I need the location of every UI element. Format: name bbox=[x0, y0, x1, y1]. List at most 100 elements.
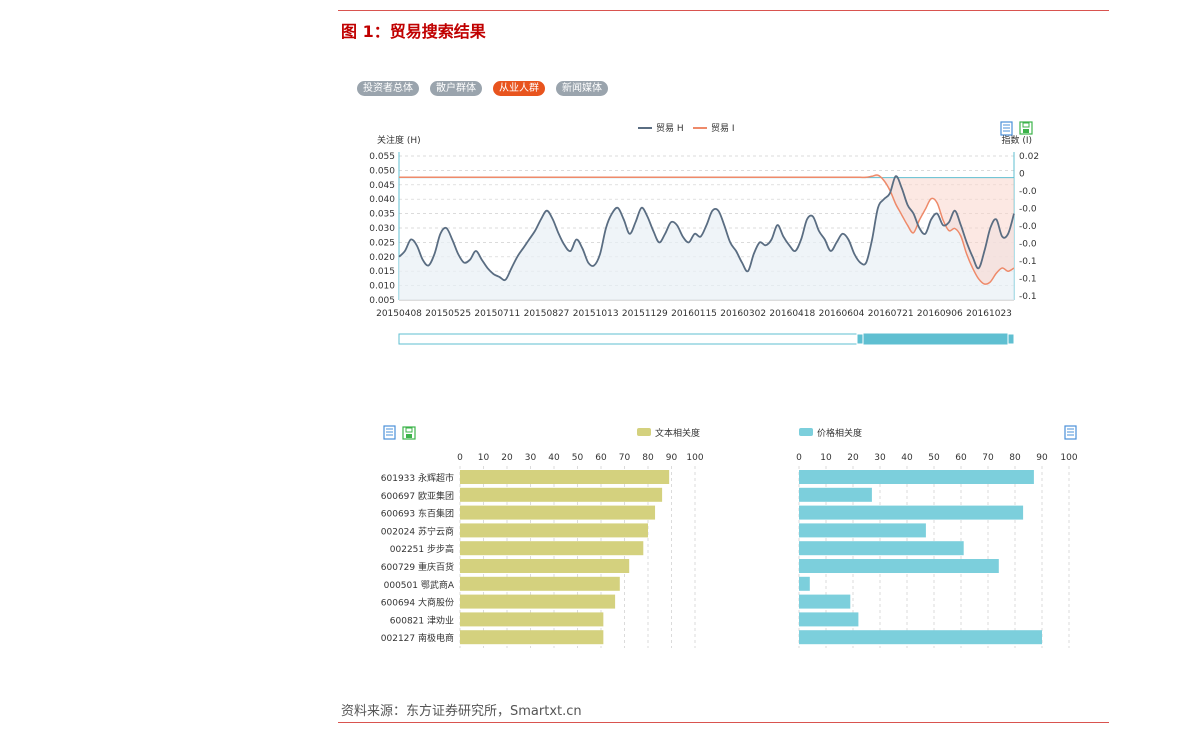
bar[interactable] bbox=[460, 541, 644, 556]
category-label: 600694 大商股份 bbox=[381, 597, 454, 609]
figure-title: 图 1：贸易搜索结果 bbox=[341, 22, 486, 41]
y-tick-left: 0.015 bbox=[369, 267, 395, 277]
tab-bar: 投资者总体 散户群体 从业人群 新闻媒体 bbox=[357, 81, 608, 96]
y-tick-left: 0.040 bbox=[369, 195, 395, 205]
legend-swatch bbox=[637, 428, 651, 436]
series-i-line bbox=[399, 174, 1015, 285]
y-tick-right: -0.0 bbox=[1019, 240, 1037, 250]
bar[interactable] bbox=[799, 612, 859, 627]
bar[interactable] bbox=[799, 541, 964, 556]
document-icon[interactable] bbox=[1064, 425, 1077, 440]
document-icon-outline bbox=[1000, 121, 1013, 136]
bar[interactable] bbox=[799, 487, 872, 502]
range-slider-handle-right[interactable] bbox=[1007, 333, 1015, 345]
tab-all-investors[interactable]: 投资者总体 bbox=[357, 81, 419, 96]
x-tick-label: 50 bbox=[572, 453, 584, 463]
x-tick-label: 20 bbox=[501, 453, 513, 463]
bar[interactable] bbox=[799, 630, 1042, 645]
bar[interactable] bbox=[460, 559, 630, 573]
x-tick-label: 20151129 bbox=[622, 309, 668, 319]
x-tick-label: 60 bbox=[595, 453, 607, 463]
save-icon[interactable] bbox=[402, 426, 416, 440]
document-icon-outline bbox=[1064, 425, 1077, 440]
x-tick-label: 70 bbox=[982, 453, 994, 463]
category-label: 600821 津劝业 bbox=[390, 614, 454, 626]
x-tick-label: 30 bbox=[874, 453, 886, 463]
y-axis-label-left: 关注度 (H) bbox=[377, 134, 421, 146]
range-slider-handle-left[interactable] bbox=[856, 333, 864, 345]
save-icon-shutter bbox=[405, 427, 413, 433]
legend-label: 贸易 H bbox=[656, 122, 684, 134]
x-tick-label: 20150525 bbox=[425, 309, 471, 319]
bar[interactable] bbox=[460, 576, 620, 591]
x-tick-label: 10 bbox=[820, 453, 832, 463]
x-tick-label: 10 bbox=[478, 453, 490, 463]
series-i-area bbox=[399, 175, 1014, 285]
series-h-line bbox=[398, 175, 1015, 282]
bar[interactable] bbox=[799, 594, 851, 609]
range-slider-selection[interactable] bbox=[859, 334, 1014, 344]
document-icon-outline bbox=[383, 425, 396, 440]
bar[interactable] bbox=[460, 487, 663, 502]
x-tick-label: 20160115 bbox=[671, 309, 717, 319]
bar[interactable] bbox=[460, 470, 670, 484]
bar[interactable] bbox=[799, 505, 1024, 520]
category-label: 002024 苏宁云商 bbox=[381, 525, 454, 537]
x-tick-label: 90 bbox=[1036, 453, 1048, 463]
legend-label: 贸易 I bbox=[711, 122, 735, 134]
save-icon[interactable] bbox=[1019, 121, 1033, 135]
x-tick-label: 50 bbox=[928, 453, 940, 463]
source-note: 资料来源：东方证券研究所，Smartxt.cn bbox=[341, 704, 582, 719]
tab-practitioners[interactable]: 从业人群 bbox=[493, 81, 545, 96]
bar[interactable] bbox=[460, 523, 648, 538]
y-tick-right: -0.1 bbox=[1019, 292, 1037, 302]
bar[interactable] bbox=[460, 505, 656, 520]
x-tick-label: 70 bbox=[619, 453, 631, 463]
x-tick-label: 20151013 bbox=[573, 309, 619, 319]
series-h-area bbox=[399, 176, 1014, 300]
bar[interactable] bbox=[799, 576, 810, 591]
category-label: 000501 鄂武商A bbox=[384, 579, 455, 591]
y-tick-right: -0.0 bbox=[1019, 205, 1037, 215]
bar[interactable] bbox=[460, 594, 616, 609]
x-tick-label: 60 bbox=[955, 453, 967, 463]
tab-retail[interactable]: 散户群体 bbox=[430, 81, 482, 96]
document-icon[interactable] bbox=[1000, 121, 1013, 136]
x-tick-label: 100 bbox=[1060, 453, 1077, 463]
y-tick-right: -0.1 bbox=[1019, 275, 1037, 285]
y-tick-left: 0.030 bbox=[369, 224, 395, 234]
x-tick-label: 40 bbox=[548, 453, 560, 463]
line-chart: 贸易 H 贸易 I 关注度 (H) 指数 (I) 0.055 0.050 0.045 0.04… bbox=[369, 121, 1039, 345]
bar[interactable] bbox=[460, 612, 604, 627]
tab-news-media[interactable]: 新闻媒体 bbox=[556, 81, 608, 96]
x-tick-label: 20150711 bbox=[474, 309, 520, 319]
save-icon-label bbox=[406, 434, 412, 438]
legend-label: 价格相关度 bbox=[817, 427, 862, 439]
x-tick-label: 20160906 bbox=[917, 309, 963, 319]
bar[interactable] bbox=[460, 630, 604, 645]
x-tick-label: 30 bbox=[525, 453, 537, 463]
category-label: 002251 步步高 bbox=[390, 543, 454, 555]
bar[interactable] bbox=[799, 559, 999, 573]
x-tick-label: 20160721 bbox=[868, 309, 914, 319]
y-tick-left: 0.005 bbox=[369, 296, 395, 306]
save-icon-shutter bbox=[1022, 122, 1030, 128]
save-icon-label bbox=[1023, 129, 1029, 133]
category-label: 600697 欧亚集团 bbox=[381, 490, 454, 502]
save-icon-outline bbox=[1019, 121, 1033, 135]
y-tick-left: 0.025 bbox=[369, 238, 395, 248]
save-icon-outline bbox=[402, 426, 416, 440]
legend-swatch bbox=[799, 428, 813, 436]
category-label: 601933 永辉超市 bbox=[381, 472, 454, 484]
x-tick-label: 100 bbox=[686, 453, 703, 463]
bar[interactable] bbox=[799, 523, 926, 538]
bar[interactable] bbox=[799, 470, 1034, 484]
x-tick-label: 20150408 bbox=[376, 309, 422, 319]
y-tick-right: -0.0 bbox=[1019, 222, 1037, 232]
y-tick-right: 0.02 bbox=[1019, 152, 1039, 162]
x-tick-label: 0 bbox=[457, 453, 463, 463]
document-icon[interactable] bbox=[383, 425, 396, 440]
y-tick-left: 0.010 bbox=[369, 282, 395, 292]
x-tick-label: 80 bbox=[642, 453, 654, 463]
